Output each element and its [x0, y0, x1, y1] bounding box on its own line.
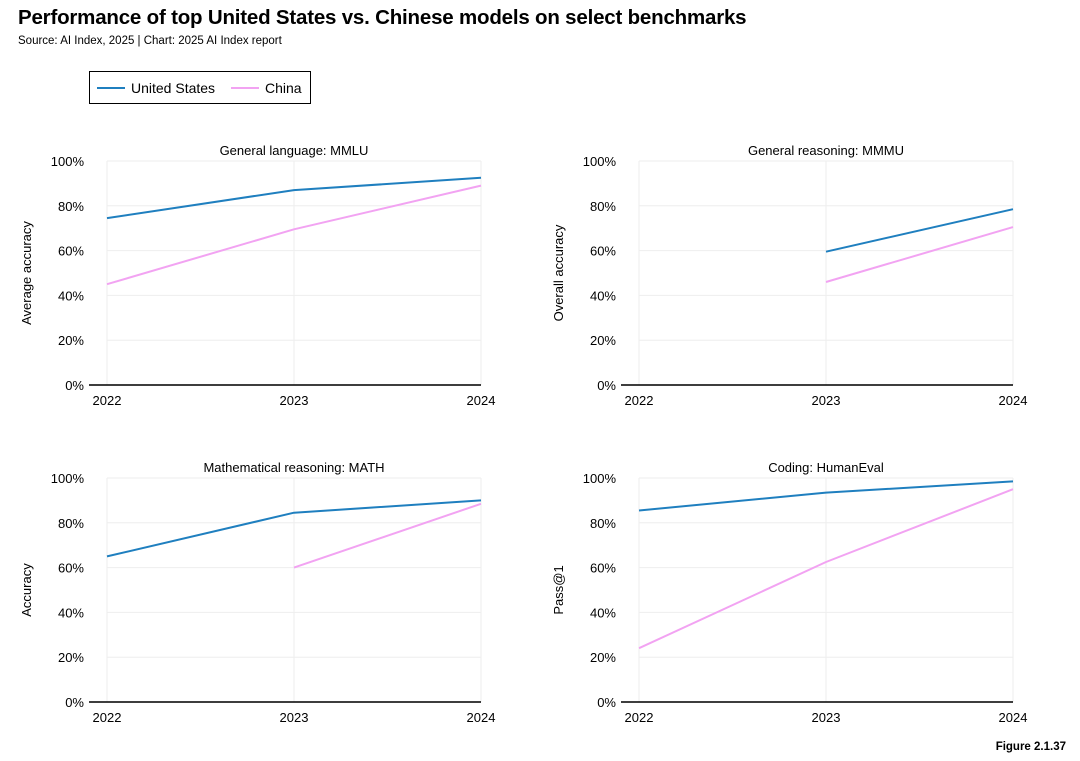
- y-tick-label: 20%: [590, 333, 616, 348]
- x-tick-label: 2022: [625, 393, 654, 408]
- x-tick-label: 2022: [93, 393, 122, 408]
- y-tick-label: 100%: [51, 154, 85, 169]
- legend-item-united-states: United States: [97, 72, 215, 103]
- x-tick-label: 2022: [93, 710, 122, 725]
- y-tick-label: 100%: [583, 471, 617, 486]
- y-axis-label: Overall accuracy: [551, 224, 566, 321]
- series-line-united-states: [825, 208, 1014, 253]
- chart-source: Source: AI Index, 2025 | Chart: 2025 AI …: [18, 35, 282, 47]
- series-line-china: [293, 502, 482, 569]
- legend-item-china: China: [231, 72, 302, 103]
- x-tick-label: 2024: [999, 393, 1028, 408]
- legend-label-china: China: [265, 79, 302, 96]
- series-line-china: [825, 226, 1014, 283]
- x-tick-label: 2024: [999, 710, 1028, 725]
- y-tick-label: 100%: [583, 154, 617, 169]
- panel-title: General reasoning: MMMU: [748, 143, 904, 158]
- y-tick-label: 60%: [58, 561, 84, 576]
- y-tick-label: 0%: [65, 695, 84, 710]
- y-tick-label: 60%: [590, 561, 616, 576]
- x-tick-label: 2024: [467, 393, 496, 408]
- series-line-china: [106, 184, 482, 286]
- x-tick-label: 2023: [280, 393, 309, 408]
- y-tick-label: 0%: [65, 378, 84, 393]
- y-tick-label: 40%: [58, 288, 84, 303]
- y-tick-label: 80%: [58, 199, 84, 214]
- x-tick-label: 2023: [812, 710, 841, 725]
- y-tick-label: 0%: [597, 378, 616, 393]
- series-line-united-states: [106, 176, 482, 220]
- y-axis-label: Average accuracy: [19, 221, 34, 325]
- y-tick-label: 80%: [590, 516, 616, 531]
- series-line-united-states: [106, 499, 482, 558]
- legend: United States China: [89, 71, 311, 104]
- y-tick-label: 40%: [58, 605, 84, 620]
- y-tick-label: 80%: [58, 516, 84, 531]
- x-tick-label: 2024: [467, 710, 496, 725]
- x-tick-label: 2023: [812, 393, 841, 408]
- y-tick-label: 20%: [590, 650, 616, 665]
- y-axis-label: Pass@1: [551, 565, 566, 614]
- y-tick-label: 80%: [590, 199, 616, 214]
- series-line-china: [638, 488, 1014, 650]
- y-tick-label: 100%: [51, 471, 85, 486]
- y-tick-label: 40%: [590, 605, 616, 620]
- chart-title: Performance of top United States vs. Chi…: [18, 6, 747, 29]
- legend-swatch-china: [231, 86, 259, 89]
- y-tick-label: 0%: [597, 695, 616, 710]
- x-tick-label: 2022: [625, 710, 654, 725]
- panel-title: Mathematical reasoning: MATH: [203, 460, 384, 475]
- x-tick-label: 2023: [280, 710, 309, 725]
- y-tick-label: 20%: [58, 333, 84, 348]
- y-tick-label: 60%: [590, 244, 616, 259]
- panel-title: General language: MMLU: [220, 143, 369, 158]
- panel-title: Coding: HumanEval: [768, 460, 884, 475]
- y-tick-label: 40%: [590, 288, 616, 303]
- figure-label: Figure 2.1.37: [995, 741, 1066, 753]
- y-tick-label: 60%: [58, 244, 84, 259]
- y-tick-label: 20%: [58, 650, 84, 665]
- y-axis-label: Accuracy: [19, 563, 34, 617]
- legend-swatch-united-states: [97, 86, 125, 89]
- legend-label-united-states: United States: [131, 79, 216, 96]
- series-line-united-states: [638, 480, 1014, 512]
